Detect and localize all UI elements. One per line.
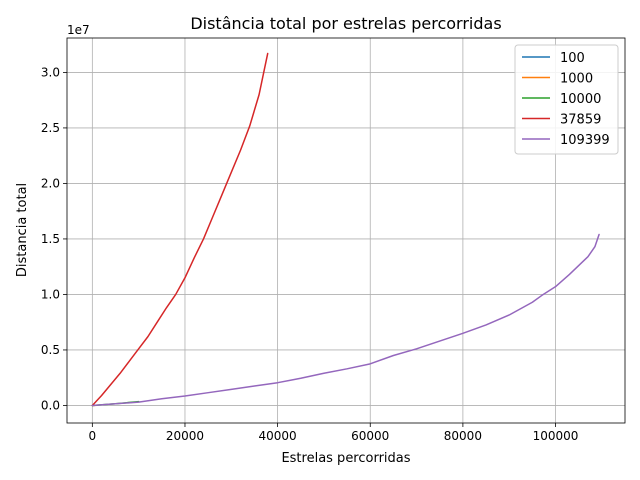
series-line-37859 [91, 52, 269, 407]
legend-label-109399: 109399 [560, 133, 610, 148]
plot-frame [66, 37, 626, 424]
y-tick-label: 2.5 [41, 121, 60, 135]
series-lines [91, 52, 600, 407]
legend-label-100: 100 [560, 51, 585, 66]
series-line-109399 [91, 233, 600, 407]
legend-frame [514, 44, 619, 155]
x-tick-label: 20000 [166, 429, 204, 443]
y-axis-ticks: 0.0 0.5 1.0 1.5 2.0 2.5 3.0 [41, 65, 67, 412]
x-tick-label: 100000 [533, 429, 579, 443]
chart-title: Distância total por estrelas percorridas [190, 14, 501, 33]
legend-label-1000: 1000 [560, 72, 593, 87]
x-tick-label: 80000 [444, 429, 482, 443]
y-tick-label: 1.0 [41, 287, 60, 301]
legend-label-10000: 10000 [560, 92, 601, 107]
x-tick-label: 40000 [259, 429, 297, 443]
x-axis-ticks: 0 20000 40000 60000 80000 100000 [89, 423, 579, 443]
x-axis-label: Estrelas percorridas [281, 451, 410, 466]
legend-label-37859: 37859 [560, 113, 601, 128]
y-tick-label: 0.5 [41, 343, 60, 357]
y-tick-label: 3.0 [41, 65, 60, 79]
y-axis-offset-label: 1e7 [67, 23, 90, 37]
y-axis-label: Distancia total [15, 183, 30, 277]
y-tick-label: 1.5 [41, 232, 60, 246]
legend: 100 1000 10000 37859 109399 [514, 44, 619, 155]
x-tick-label: 0 [89, 429, 97, 443]
x-tick-label: 60000 [351, 429, 389, 443]
y-tick-label: 0.0 [41, 398, 60, 412]
y-tick-label: 2.0 [41, 176, 60, 190]
